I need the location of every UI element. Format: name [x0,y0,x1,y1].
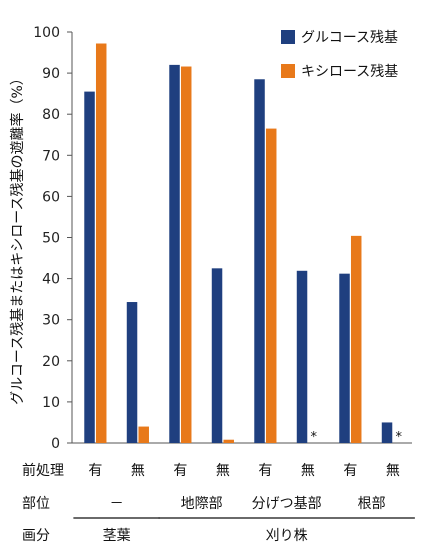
row-label-part: 部位 [22,496,50,512]
y-tick-label: 70 [42,148,60,164]
treatment-label-2: 有 [173,463,187,479]
treatment-label-1: 無 [131,463,145,479]
bar-xylose-3 [223,439,234,443]
treatment-labels: 有無有無有無有無 [88,463,400,479]
asterisk-marker: * [395,430,402,445]
bar-glucose-4 [254,79,265,443]
bar-xylose-2 [180,66,192,444]
fraction-label-1: 刈り株 [266,528,308,544]
y-axis-ticks: 0 10 20 30 40 50 60 70 80 90 100 [33,25,72,452]
bar-glucose-6 [339,273,350,443]
bar-glucose-2 [169,64,180,443]
y-tick-label: 20 [42,354,60,370]
part-labels: － 地際部 分げつ基部 根部 [110,495,386,512]
part-label-0: － [110,496,124,512]
fraction-labels: 茎葉 刈り株 [73,517,415,544]
legend-swatch-1 [281,64,295,78]
bar-glucose-3 [211,268,223,443]
part-label-2: 分げつ基部 [252,495,322,512]
y-tick-label: 0 [51,436,60,452]
part-label-3: 根部 [358,496,386,512]
y-tick-label: 50 [42,231,60,247]
bar-glucose-1 [126,302,138,443]
treatment-label-5: 無 [301,463,315,479]
treatment-label-3: 無 [216,463,230,479]
y-tick-label: 90 [42,66,60,82]
treatment-label-0: 有 [88,463,102,479]
bar-xylose-1 [138,426,149,443]
y-tick-label: 10 [42,395,60,411]
y-tick-label: 100 [33,25,60,41]
fraction-label-0: 茎葉 [103,528,131,544]
bars-group: * * [84,43,402,445]
y-tick-label: 30 [42,313,60,329]
bar-xylose-0 [95,43,107,444]
legend-label-0: グルコース残基 [301,29,398,46]
y-tick-label: 60 [42,189,60,205]
asterisk-marker: * [310,430,317,445]
treatment-label-6: 有 [343,463,357,479]
y-tick-label: 80 [42,107,60,123]
bar-glucose-5 [296,270,308,443]
row-label-treatment: 前処理 [22,462,64,479]
bar-glucose-0 [84,91,95,443]
legend-swatch-0 [281,30,295,44]
bar-glucose-7 [381,422,393,443]
y-tick-label: 40 [42,272,60,288]
row-label-fraction: 画分 [22,528,50,544]
y-axis-label: グルコース残基またはキシロース残基の遊離率（%） [9,71,26,405]
part-label-1: 地際部 [181,496,223,512]
bar-xylose-6 [350,235,362,443]
legend-label-1: キシロース残基 [301,63,398,80]
treatment-label-4: 有 [258,463,272,479]
treatment-label-7: 無 [386,463,400,479]
bar-xylose-4 [265,128,277,443]
